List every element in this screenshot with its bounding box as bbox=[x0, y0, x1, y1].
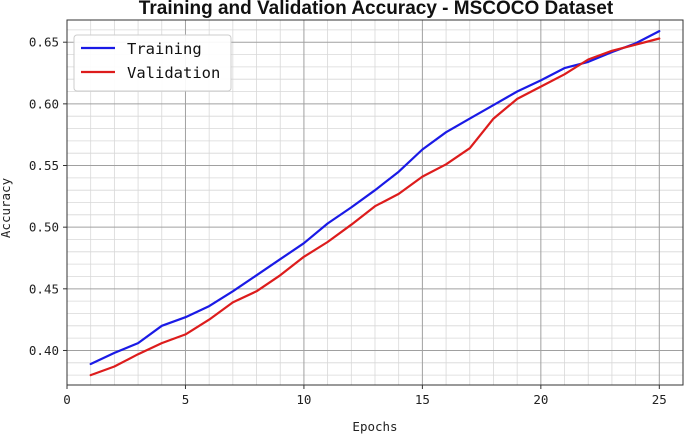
x-axis-ticks: 0 5 10 15 20 25 bbox=[63, 385, 667, 407]
legend-label-validation: Validation bbox=[127, 64, 220, 82]
y-tick-label: 0.55 bbox=[29, 158, 59, 173]
y-tick-label: 0.45 bbox=[29, 281, 59, 296]
legend: Training Validation bbox=[73, 34, 232, 92]
x-tick-label: 15 bbox=[415, 392, 430, 407]
series-lines bbox=[89, 30, 661, 377]
series-line-training bbox=[89, 30, 661, 366]
x-tick-label: 10 bbox=[296, 392, 311, 407]
grid-minor bbox=[67, 20, 684, 385]
y-tick-label: 0.65 bbox=[29, 35, 59, 50]
y-tick-label: 0.60 bbox=[29, 96, 59, 111]
x-axis-label: Epochs bbox=[352, 419, 397, 434]
y-axis-label: Accuracy bbox=[0, 177, 13, 238]
legend-label-training: Training bbox=[127, 40, 202, 58]
chart-title: Training and Validation Accuracy - MSCOC… bbox=[139, 0, 614, 19]
y-tick-label: 0.50 bbox=[29, 220, 59, 235]
x-tick-label: 5 bbox=[182, 392, 190, 407]
series-line-validation bbox=[89, 37, 661, 377]
x-tick-label: 0 bbox=[63, 392, 71, 407]
y-axis-ticks: 0.40 0.45 0.50 0.55 0.60 0.65 bbox=[29, 35, 67, 358]
x-tick-label: 25 bbox=[652, 392, 667, 407]
x-tick-label: 20 bbox=[533, 392, 548, 407]
y-tick-label: 0.40 bbox=[29, 343, 59, 358]
plot-frame bbox=[66, 19, 684, 386]
